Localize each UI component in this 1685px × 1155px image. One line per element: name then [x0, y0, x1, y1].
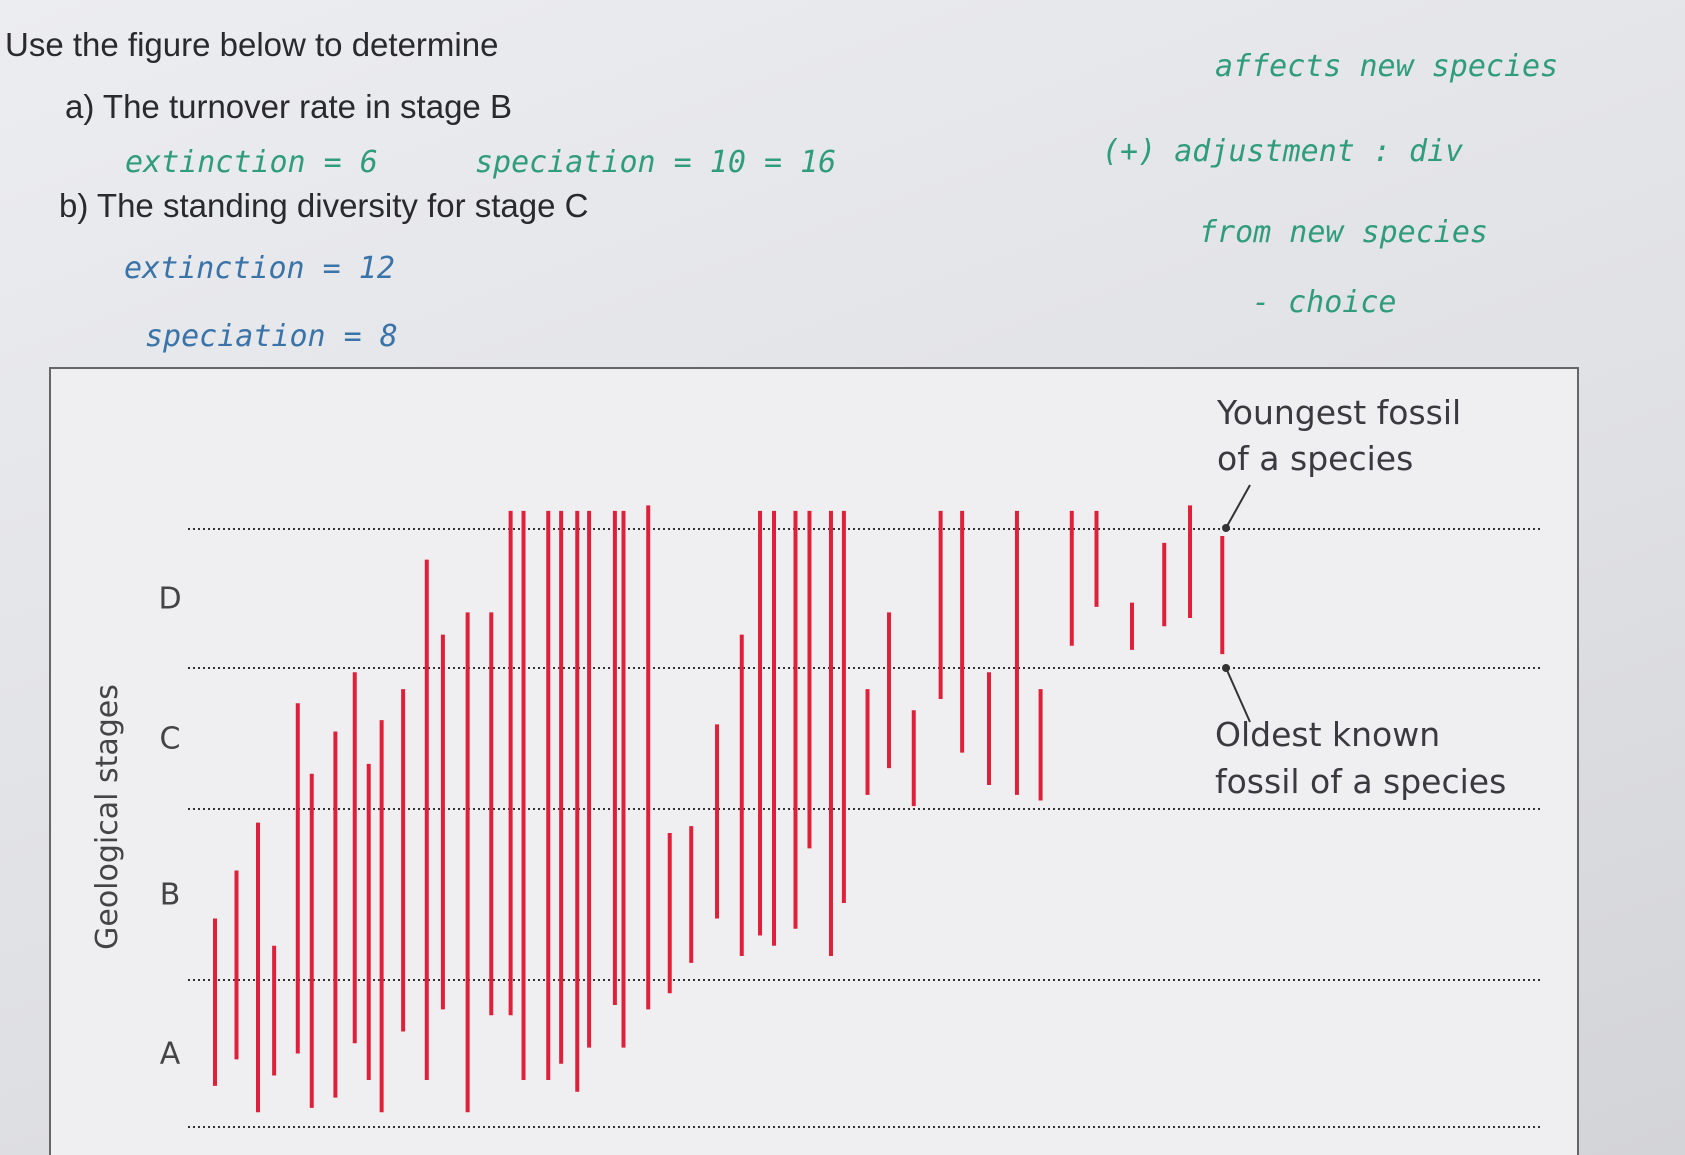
- header-title: Use the figure below to determine: [5, 26, 498, 63]
- stage-label: A: [160, 1037, 181, 1072]
- question: a) The turnover rate in stage B: [65, 88, 512, 125]
- annotation: fossil of a species: [1215, 762, 1506, 801]
- annotation: of a species: [1217, 439, 1413, 478]
- side-note: from new species: [1199, 215, 1488, 250]
- figure: Geological stages Youngest fossil of a s…: [90, 393, 1540, 1128]
- annotation: Youngest fossil: [1216, 393, 1461, 432]
- side-note: affects new species: [1215, 49, 1558, 84]
- stage-label: C: [160, 722, 181, 757]
- annotation-arrow: [1225, 667, 1251, 723]
- question: b) The standing diversity for stage C: [59, 187, 588, 224]
- figure-frame: [49, 367, 1579, 1155]
- stage-label: B: [160, 878, 181, 913]
- handwritten-answer: extinction = 12: [124, 251, 395, 286]
- handwritten-answer: speciation = 10 = 16: [475, 145, 836, 180]
- annotation-arrow: [1225, 484, 1251, 529]
- side-note: - choice: [1252, 285, 1397, 320]
- handwritten-answer: extinction = 6: [125, 145, 378, 180]
- y-axis-label: Geological stages: [90, 684, 125, 950]
- stage-label: D: [158, 582, 181, 617]
- arrow-head: [1222, 664, 1230, 672]
- handwritten-answer: speciation = 8: [145, 319, 398, 354]
- side-note: (+) adjustment : div: [1102, 134, 1463, 169]
- annotation: Oldest known: [1215, 715, 1440, 754]
